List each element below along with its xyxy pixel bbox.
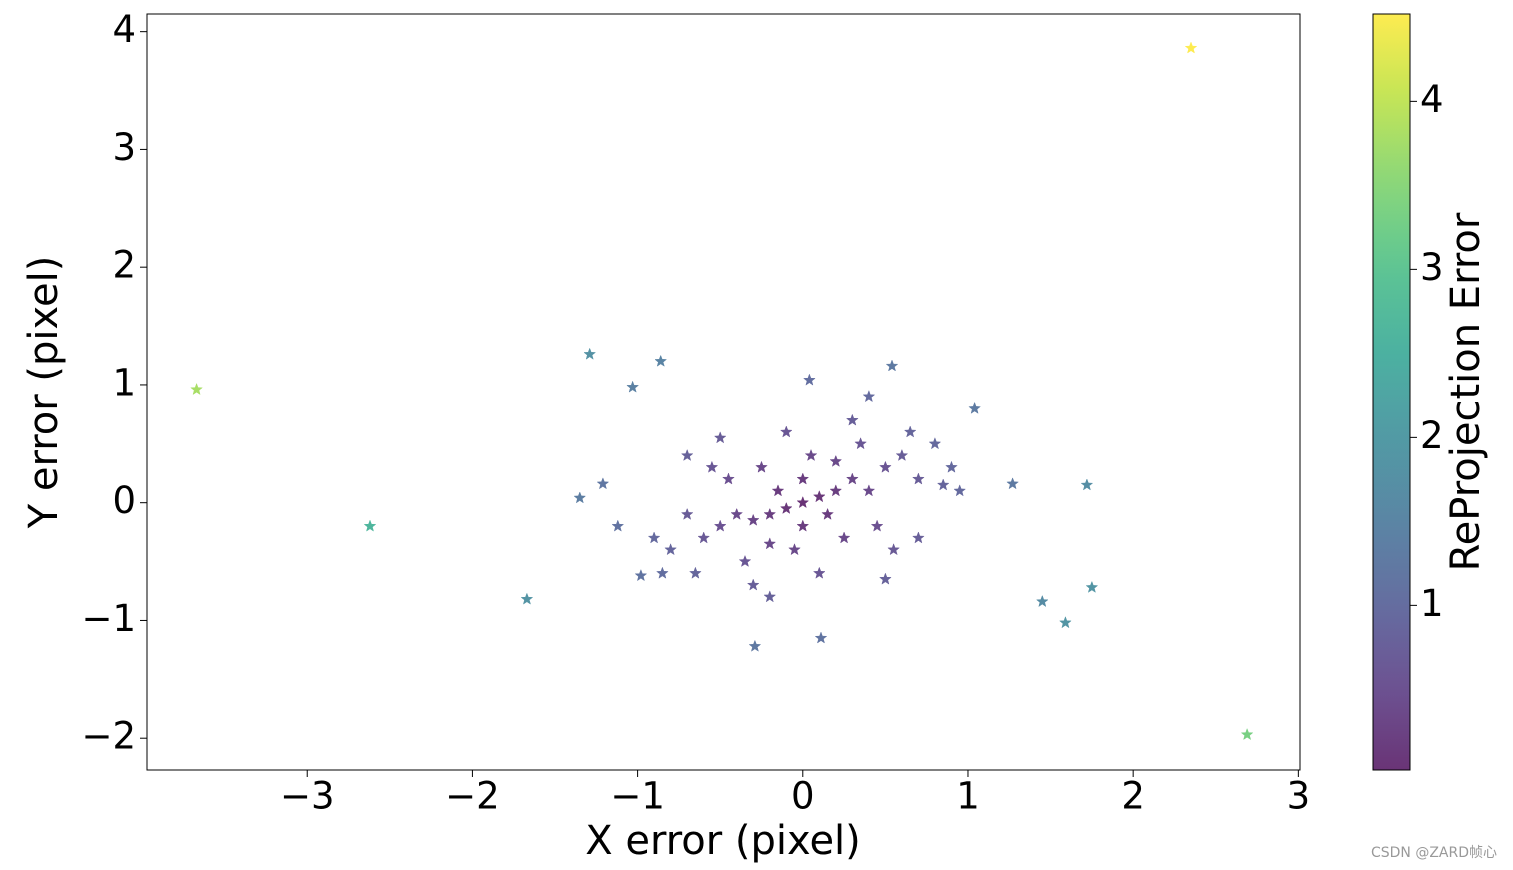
point xyxy=(730,507,744,520)
point xyxy=(697,531,711,544)
point xyxy=(1059,616,1072,629)
point xyxy=(748,639,762,652)
point xyxy=(945,460,958,473)
y-tick-label: −1 xyxy=(81,597,136,640)
point xyxy=(611,519,625,532)
point xyxy=(771,484,785,497)
point xyxy=(755,460,768,473)
colorbar xyxy=(1372,13,1411,771)
point xyxy=(1006,477,1019,490)
point xyxy=(796,495,810,509)
point xyxy=(634,568,648,582)
point xyxy=(829,454,843,467)
point xyxy=(647,531,661,544)
point xyxy=(583,347,597,360)
point xyxy=(812,490,826,503)
point xyxy=(796,519,810,532)
point xyxy=(680,507,694,520)
colorbar-tick-label: 4 xyxy=(1420,78,1444,121)
point xyxy=(968,401,981,414)
point xyxy=(1035,594,1049,608)
point xyxy=(936,478,950,491)
x-tick-label: 3 xyxy=(1287,775,1311,818)
point xyxy=(746,513,760,526)
point xyxy=(804,448,818,461)
point xyxy=(779,425,793,438)
point xyxy=(1080,478,1094,491)
point xyxy=(596,477,610,490)
point xyxy=(829,484,843,497)
point xyxy=(763,590,777,603)
point xyxy=(763,507,777,520)
point xyxy=(885,359,899,372)
y-tick-label: −2 xyxy=(81,715,136,758)
point xyxy=(705,460,719,473)
x-tick-label: 1 xyxy=(956,775,980,818)
point xyxy=(680,448,694,461)
point xyxy=(879,460,892,473)
colorbar-tick-label: 2 xyxy=(1420,414,1444,457)
x-tick-label: 2 xyxy=(1121,775,1145,818)
point xyxy=(854,437,867,450)
point xyxy=(862,389,876,403)
x-tick-label: −3 xyxy=(280,775,335,818)
point xyxy=(722,472,735,485)
point xyxy=(779,501,793,514)
x-tick-label: −1 xyxy=(610,775,665,818)
point xyxy=(912,531,925,544)
y-tick-label: 2 xyxy=(112,244,136,287)
point xyxy=(1184,41,1198,54)
y-tick-label: 4 xyxy=(112,8,136,51)
point xyxy=(845,413,859,426)
point xyxy=(862,484,876,497)
colorbar-tick-label: 1 xyxy=(1420,582,1444,625)
y-tick-label: 3 xyxy=(112,126,136,169)
point xyxy=(903,425,917,438)
point xyxy=(912,472,925,485)
point xyxy=(895,448,909,461)
plot-frame xyxy=(146,13,1301,771)
y-tick-label: 1 xyxy=(112,361,136,404)
y-tick-label: 0 xyxy=(112,479,136,522)
point xyxy=(1240,727,1254,741)
x-tick-label: −2 xyxy=(445,775,500,818)
point xyxy=(837,531,851,544)
point xyxy=(713,431,727,444)
point xyxy=(654,354,668,367)
point xyxy=(664,543,677,556)
point xyxy=(821,507,834,520)
point xyxy=(763,537,777,550)
point xyxy=(1085,580,1099,593)
point xyxy=(814,631,828,644)
point xyxy=(870,519,884,532)
point xyxy=(626,380,640,393)
point xyxy=(928,437,942,450)
point xyxy=(788,543,801,556)
x-tick-label: 0 xyxy=(791,775,815,818)
point xyxy=(887,543,900,556)
colorbar-label: ReProjection Error xyxy=(1443,212,1489,571)
point xyxy=(738,554,752,567)
point xyxy=(363,519,377,532)
point xyxy=(746,578,760,591)
point xyxy=(796,472,810,485)
point xyxy=(689,566,702,579)
point xyxy=(812,566,826,579)
point xyxy=(803,373,816,386)
x-axis-label: X error (pixel) xyxy=(585,818,861,864)
point xyxy=(656,566,669,579)
point xyxy=(953,484,967,497)
point xyxy=(713,519,727,532)
point xyxy=(879,572,892,585)
watermark: CSDN @ZARD帧心 xyxy=(1371,845,1497,861)
point xyxy=(190,382,203,396)
point xyxy=(573,491,587,504)
y-axis-label: Y error (pixel) xyxy=(21,256,67,530)
point xyxy=(845,472,859,485)
point xyxy=(520,592,534,605)
colorbar-tick-label: 3 xyxy=(1420,246,1444,289)
